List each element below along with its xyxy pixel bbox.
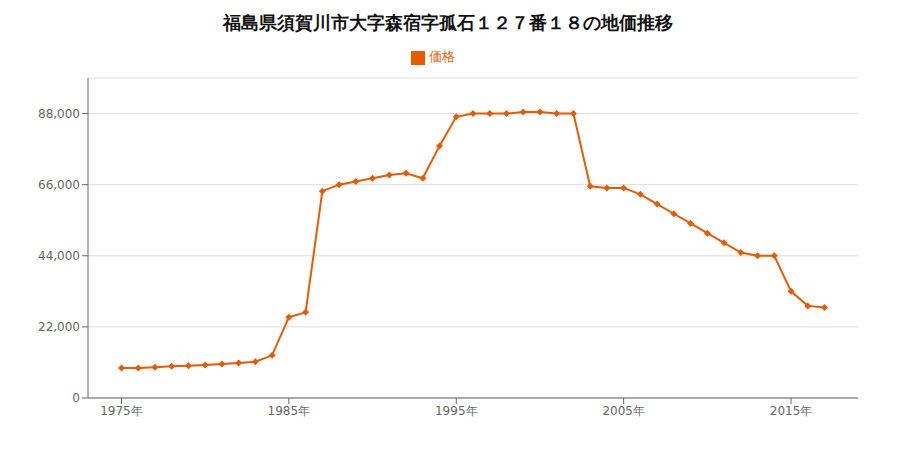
svg-text:44,000: 44,000 xyxy=(38,249,80,263)
svg-text:1995年: 1995年 xyxy=(435,404,478,418)
svg-text:22,000: 22,000 xyxy=(38,320,80,334)
svg-text:88,000: 88,000 xyxy=(38,107,80,121)
svg-text:66,000: 66,000 xyxy=(38,178,80,192)
html-text:価格: 価格 xyxy=(429,49,455,64)
svg-text:2015年: 2015年 xyxy=(770,404,813,418)
svg-text:1985年: 1985年 xyxy=(268,404,311,418)
svg-text:1975年: 1975年 xyxy=(100,404,143,418)
svg-text:2005年: 2005年 xyxy=(602,404,645,418)
html-text:福島県須賀川市大字森宿字孤石１２７番１８の地価推移: 福島県須賀川市大字森宿字孤石１２７番１８の地価推移 xyxy=(223,12,673,33)
svg-text:0: 0 xyxy=(72,391,80,405)
